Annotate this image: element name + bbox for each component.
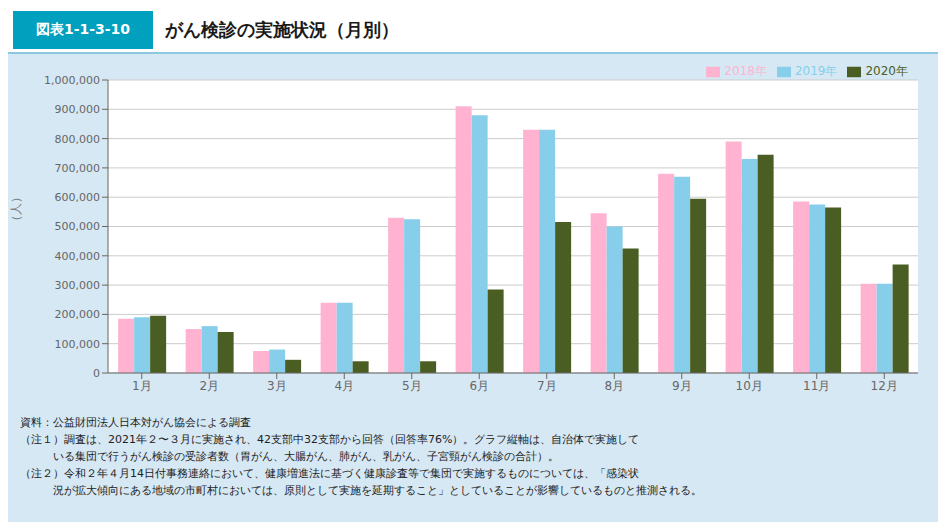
svg-text:5月: 5月	[402, 379, 422, 393]
svg-text:10月: 10月	[736, 379, 763, 393]
svg-text:1月: 1月	[132, 379, 152, 393]
html-text:2018年: 2018年	[724, 64, 767, 78]
svg-text:（人）: （人）	[9, 191, 23, 227]
svg-text:100,000: 100,000	[55, 338, 101, 351]
html-text:資料：公益財団法人日本対がん協会による調査: 資料：公益財団法人日本対がん協会による調査	[20, 416, 251, 429]
svg-text:1,000,000: 1,000,000	[44, 74, 100, 87]
svg-text:700,000: 700,000	[55, 162, 101, 175]
svg-text:300,000: 300,000	[55, 279, 101, 292]
svg-text:9月: 9月	[672, 379, 692, 393]
html-text:況が拡大傾向にある地域の市町村においては、原則として実施を延: 況が拡大傾向にある地域の市町村においては、原則として実施を延期すること」としてい…	[20, 484, 702, 497]
svg-text:600,000: 600,000	[55, 191, 101, 204]
svg-text:11月: 11月	[803, 379, 830, 393]
svg-text:3月: 3月	[267, 379, 287, 393]
svg-text:4月: 4月	[334, 379, 354, 393]
html-text:いる集団で行うがん検診の受診者数（胃がん、大腸がん、肺がん、: いる集団で行うがん検診の受診者数（胃がん、大腸がん、肺がん、乳がん、子宮頸がん検…	[20, 450, 559, 463]
html-text:（注１）調査は、2021年２〜３月に実施され、42支部中32: （注１）調査は、2021年２〜３月に実施され、42支部中32支部から回答（回答率…	[20, 433, 640, 446]
svg-text:12月: 12月	[871, 379, 898, 393]
svg-text:400,000: 400,000	[55, 250, 101, 263]
svg-text:7月: 7月	[537, 379, 557, 393]
svg-text:900,000: 900,000	[55, 103, 101, 116]
svg-text:0: 0	[93, 367, 100, 380]
svg-text:8月: 8月	[604, 379, 624, 393]
svg-text:2月: 2月	[199, 379, 219, 393]
html-text:がん検診の実施状況（月別）: がん検診の実施状況（月別）	[165, 19, 399, 40]
svg-text:800,000: 800,000	[55, 133, 101, 146]
html-text:（注２）令和２年４月14日付事務連絡において、健康増進法に基: （注２）令和２年４月14日付事務連絡において、健康増進法に基づく健康診査等で集団…	[20, 467, 639, 480]
html-text:2020年: 2020年	[865, 64, 908, 78]
html-text:2019年: 2019年	[794, 64, 838, 78]
svg-text:6月: 6月	[469, 379, 489, 393]
svg-text:500,000: 500,000	[55, 220, 101, 233]
html-text:図表1-1-3-10: 図表1-1-3-10	[35, 21, 131, 37]
svg-text:200,000: 200,000	[55, 308, 101, 321]
